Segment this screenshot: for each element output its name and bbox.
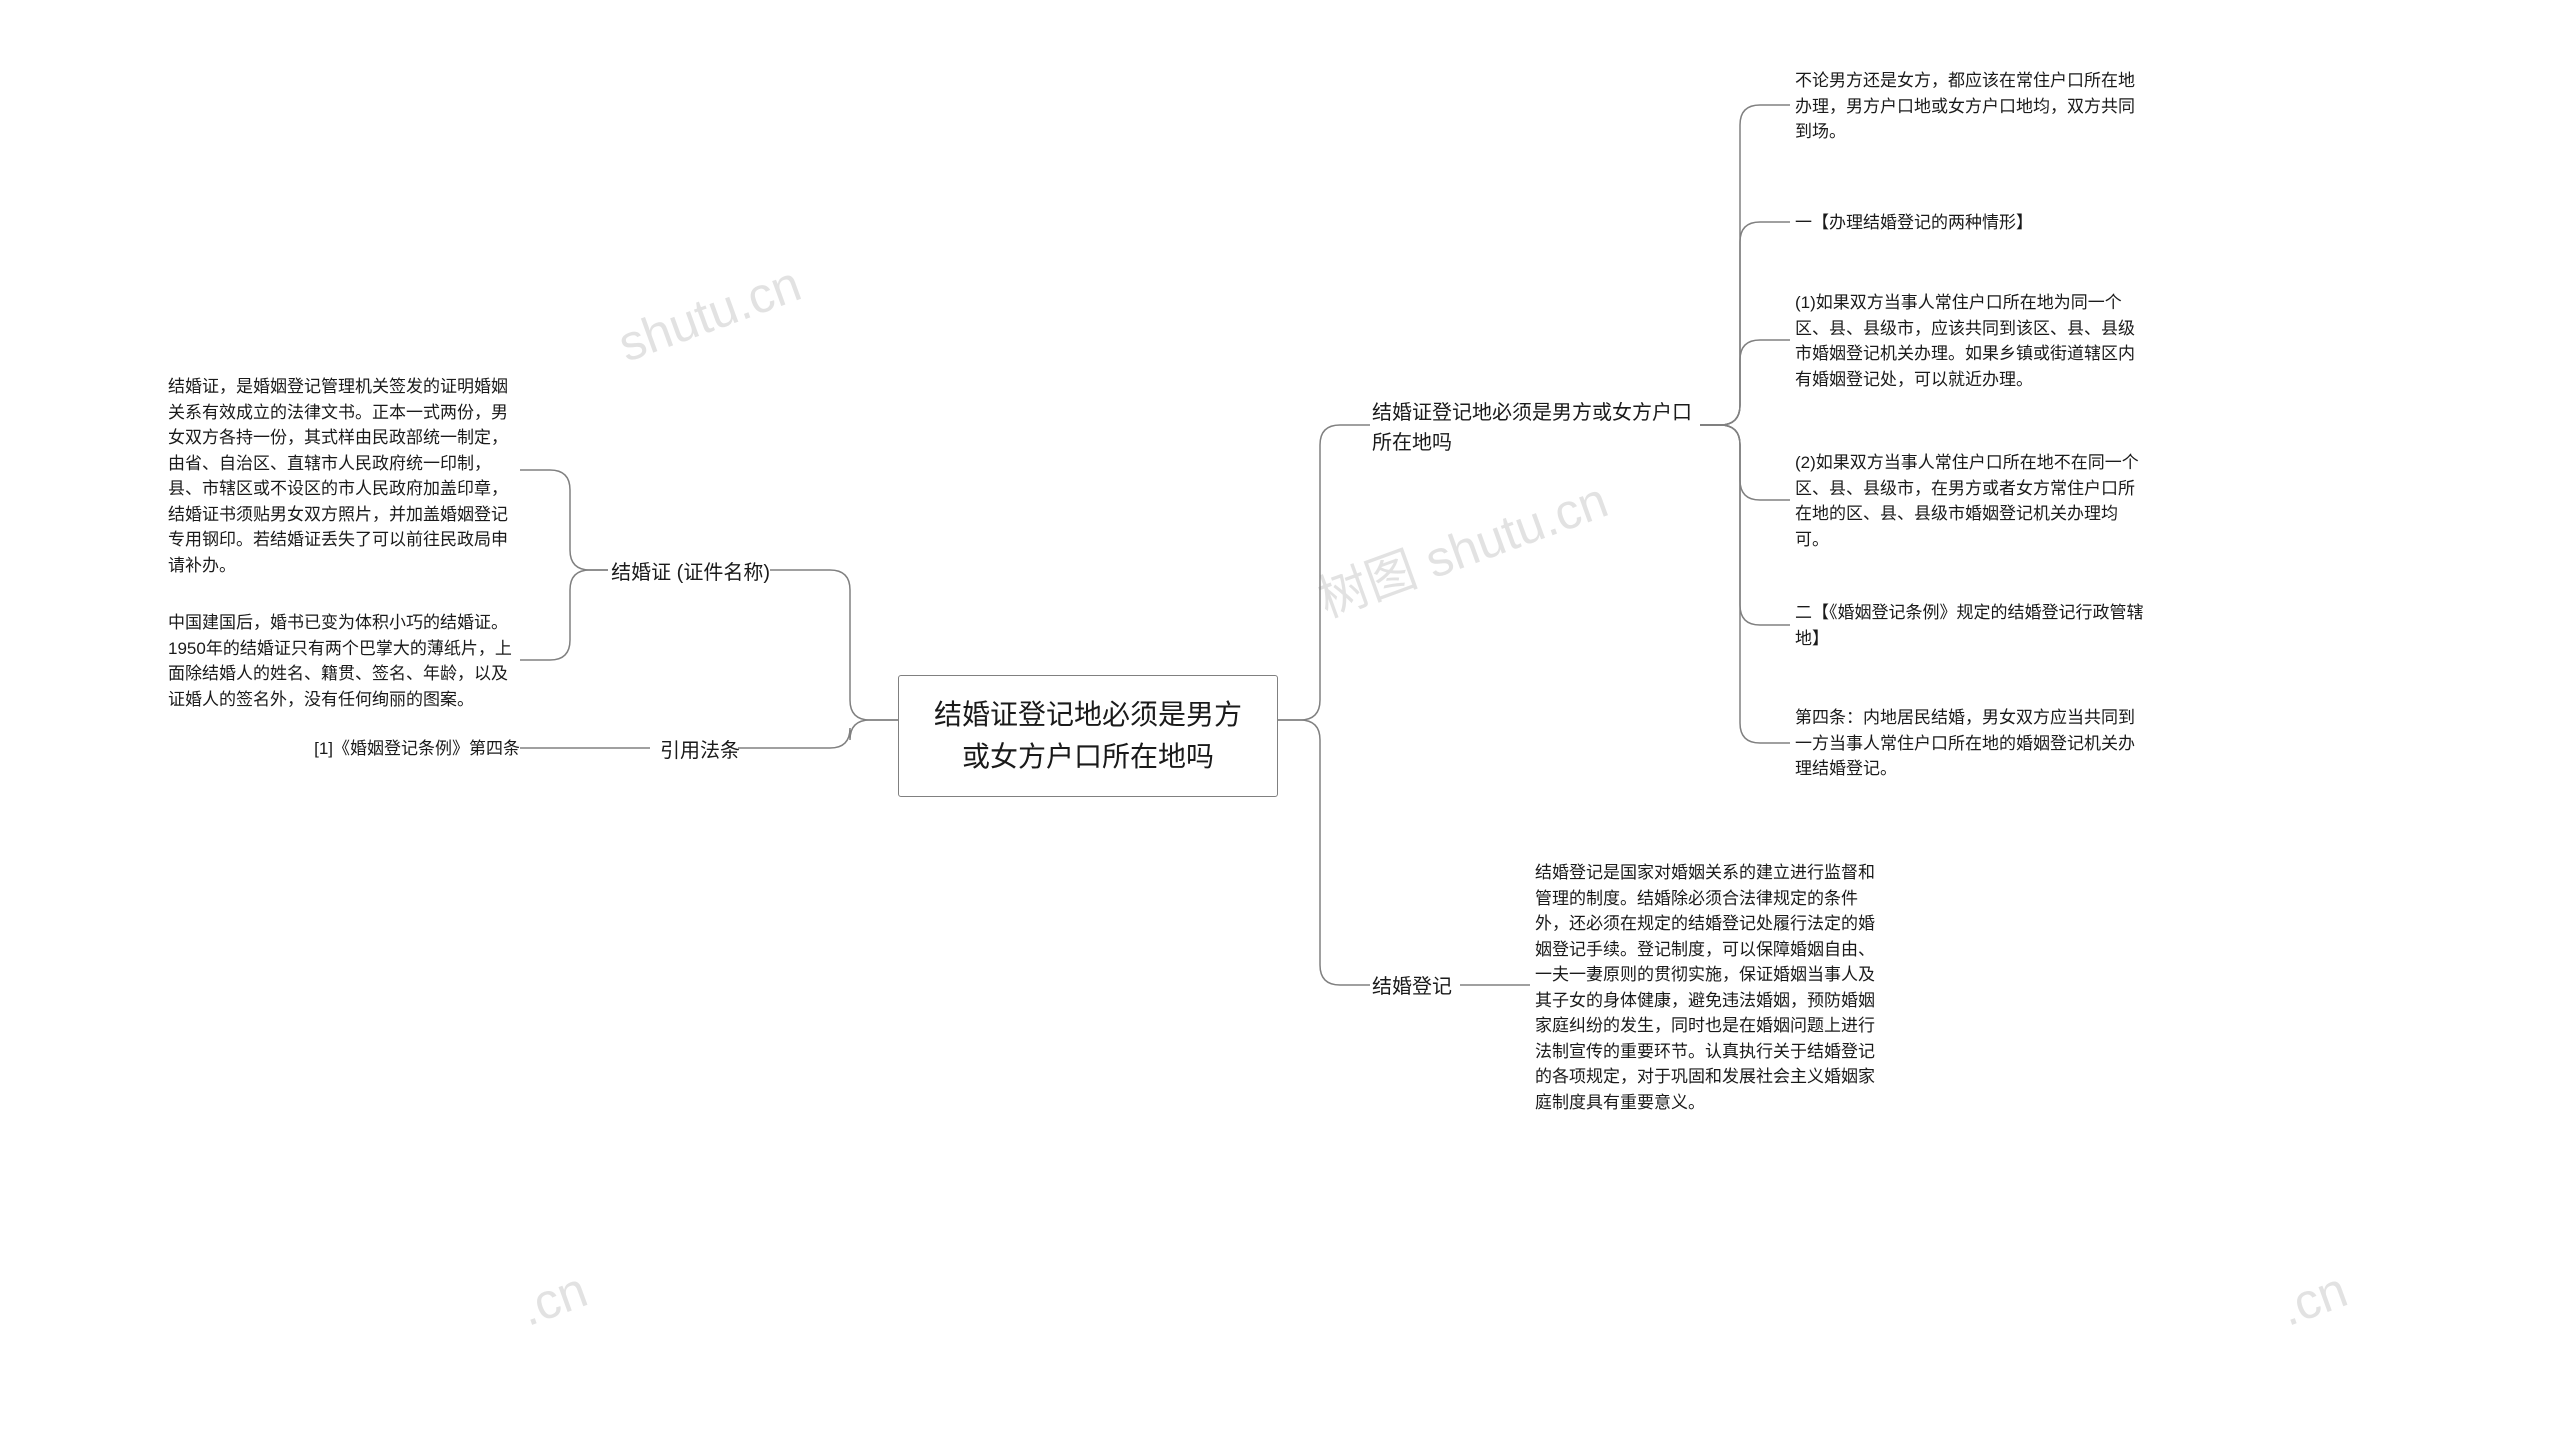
leaf-cert-1-text: 结婚证，是婚姻登记管理机关签发的证明婚姻关系有效成立的法律文书。正本一式两份，男… [168,377,508,575]
leaf-reg-1-text: 结婚登记是国家对婚姻关系的建立进行监督和管理的制度。结婚除必须合法律规定的条件外… [1535,863,1875,1112]
leaf-loc-4: (2)如果双方当事人常住户口所在地不在同一个区、县、县级市，在男方或者女方常住户… [1795,450,2145,552]
left-node-cert: 结婚证 (证件名称) [610,558,770,588]
leaf-cite-1-text: [1]《婚姻登记条例》第四条 [314,739,520,758]
left-node-cite: 引用法条 [650,736,740,766]
right-node-register: 结婚登记 [1372,972,1462,1002]
connectors-svg [0,0,2560,1437]
right-node-location: 结婚证登记地必须是男方或女方户口所在地吗 [1372,398,1702,458]
watermark-bottom-right: .cn [2272,1260,2355,1337]
leaf-loc-1: 不论男方还是女方，都应该在常住户口所在地办理，男方户口地或女方户口地均，双方共同… [1795,68,2145,145]
left-cite-label: 引用法条 [660,740,740,762]
leaf-loc-4-text: (2)如果双方当事人常住户口所在地不在同一个区、县、县级市，在男方或者女方常住户… [1795,453,2139,549]
leaf-cert-1: 结婚证，是婚姻登记管理机关签发的证明婚姻关系有效成立的法律文书。正本一式两份，男… [168,374,518,578]
leaf-loc-6-text: 第四条：内地居民结婚，男女双方应当共同到一方当事人常住户口所在地的婚姻登记机关办… [1795,708,2135,778]
watermark-center: 树图 shutu.cn [1307,460,1616,631]
root-title: 结婚证登记地必须是男方或女方户口所在地吗 [934,699,1242,772]
leaf-cert-2: 中国建国后，婚书已变为体积小巧的结婚证。1950年的结婚证只有两个巴掌大的薄纸片… [168,610,518,712]
root-node: 结婚证登记地必须是男方或女方户口所在地吗 [898,675,1278,797]
watermark-top: shutu.cn [611,254,808,373]
leaf-loc-2: 一【办理结婚登记的两种情形】 [1795,210,2145,236]
right-register-label: 结婚登记 [1372,976,1452,998]
leaf-loc-3: (1)如果双方当事人常住户口所在地为同一个区、县、县级市，应该共同到该区、县、县… [1795,290,2145,392]
leaf-cite-1: [1]《婚姻登记条例》第四条 [300,736,520,762]
leaf-loc-3-text: (1)如果双方当事人常住户口所在地为同一个区、县、县级市，应该共同到该区、县、县… [1795,293,2135,389]
watermark-bottom-left: .cn [512,1260,595,1337]
leaf-loc-1-text: 不论男方还是女方，都应该在常住户口所在地办理，男方户口地或女方户口地均，双方共同… [1795,71,2135,141]
leaf-loc-5: 二【《婚姻登记条例》规定的结婚登记行政管辖地】 [1795,600,2145,651]
leaf-loc-6: 第四条：内地居民结婚，男女双方应当共同到一方当事人常住户口所在地的婚姻登记机关办… [1795,705,2145,782]
leaf-loc-2-text: 一【办理结婚登记的两种情形】 [1795,213,2033,232]
right-location-label: 结婚证登记地必须是男方或女方户口所在地吗 [1372,402,1692,454]
leaf-reg-1: 结婚登记是国家对婚姻关系的建立进行监督和管理的制度。结婚除必须合法律规定的条件外… [1535,860,1885,1115]
left-cert-label: 结婚证 (证件名称) [611,562,770,584]
leaf-loc-5-text: 二【《婚姻登记条例》规定的结婚登记行政管辖地】 [1795,603,2144,648]
leaf-cert-2-text: 中国建国后，婚书已变为体积小巧的结婚证。1950年的结婚证只有两个巴掌大的薄纸片… [168,613,512,709]
mindmap-canvas: shutu.cn 树图 shutu.cn .cn .cn 结婚证登记地必须是男方… [0,0,2560,1437]
